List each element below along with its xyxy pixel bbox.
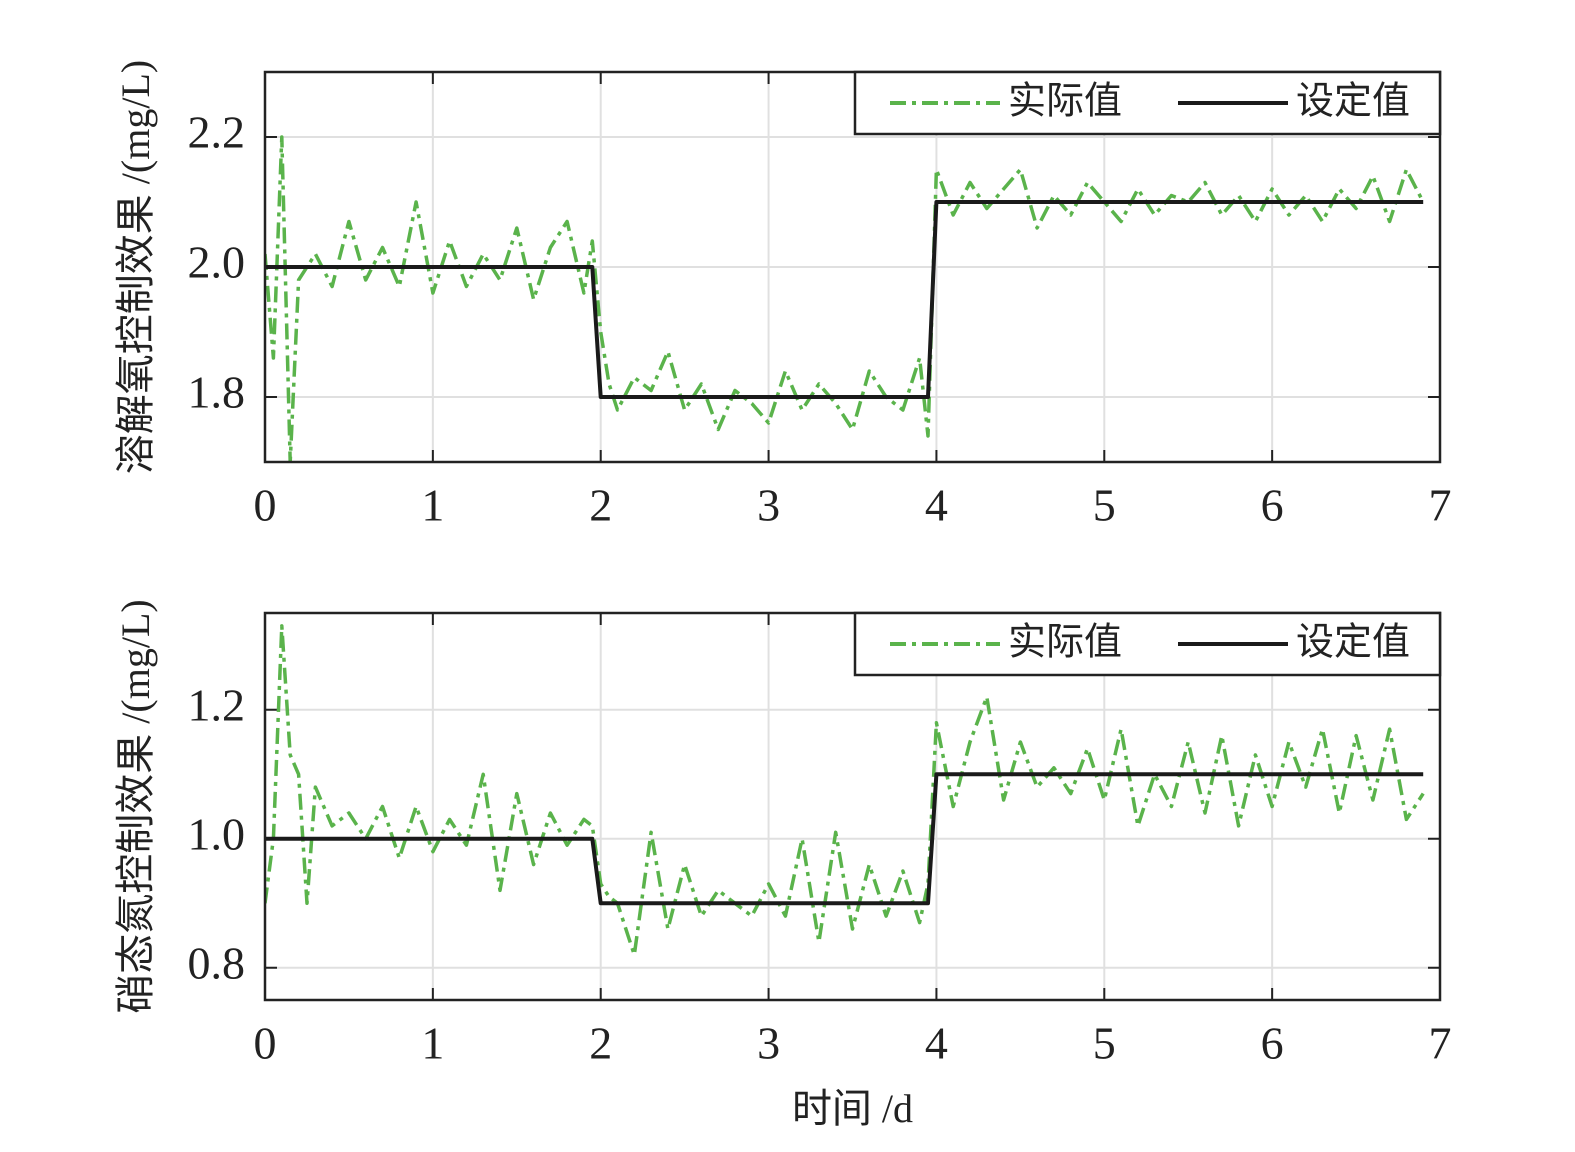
x-tick-label: 6 — [1261, 480, 1284, 531]
y-tick-label: 2.0 — [188, 237, 246, 288]
x-tick-label: 0 — [254, 480, 277, 531]
x-tick-label: 5 — [1093, 1018, 1116, 1069]
axes: 0 1 2 3 4 5 6 7 1.8 2.0 2.2 — [188, 70, 1452, 531]
legend-box — [853, 611, 1442, 677]
y-tick-label: 2.2 — [188, 107, 246, 158]
legend-box — [853, 70, 1442, 136]
axes-frame — [263, 611, 1442, 1002]
y-axis-label: 溶解氧控制效果 /(mg/L) — [113, 60, 158, 474]
x-tick-label: 0 — [254, 1018, 277, 1069]
axes: 0 1 2 3 4 5 6 7 0.8 1.0 1.2 — [188, 611, 1452, 1069]
x-tick-label: 1 — [421, 1018, 444, 1069]
legend-label: 实际值 — [1008, 79, 1122, 123]
x-tick-label: 4 — [925, 1018, 948, 1069]
y-tick-label: 1.2 — [188, 679, 246, 730]
legend-label: 设定值 — [1296, 620, 1410, 664]
x-tick-label: 3 — [757, 1018, 780, 1069]
y-tick-label: 1.8 — [188, 367, 246, 418]
x-tick-label: 5 — [1093, 480, 1116, 531]
legend-label: 实际值 — [1008, 620, 1122, 664]
x-tick-label: 7 — [1429, 480, 1452, 531]
legend: 实际值 设定值 — [853, 611, 1442, 677]
x-tick-label: 3 — [757, 480, 780, 531]
x-tick-label: 6 — [1261, 1018, 1284, 1069]
x-tick-label: 2 — [589, 480, 612, 531]
y-tick-label: 1.0 — [188, 808, 246, 859]
data-line — [265, 200, 1424, 399]
data-line — [265, 772, 1424, 906]
legend-label: 设定值 — [1296, 79, 1410, 123]
x-tick-label: 1 — [421, 480, 444, 531]
x-axis-label: 时间 /d — [792, 1086, 913, 1131]
data-line — [265, 135, 1425, 462]
legend: 实际值 设定值 — [853, 70, 1442, 136]
x-tick-label: 4 — [925, 480, 948, 531]
y-tick-label: 0.8 — [188, 937, 246, 988]
y-axis-label: 硝态氮控制效果 /(mg/L) — [113, 599, 158, 1013]
x-tick-label: 2 — [589, 1018, 612, 1069]
axes-frame — [263, 70, 1442, 464]
x-tick-label: 7 — [1429, 1018, 1452, 1069]
